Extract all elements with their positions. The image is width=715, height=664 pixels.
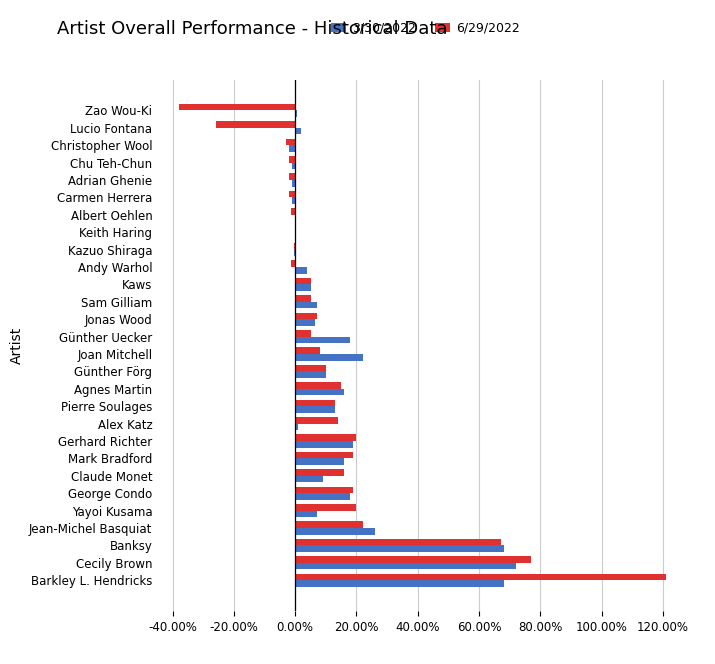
Bar <box>179 104 295 110</box>
Bar <box>295 493 350 500</box>
Bar <box>295 295 310 302</box>
Bar <box>294 243 295 250</box>
Bar <box>295 110 297 117</box>
Bar <box>292 163 295 169</box>
Bar <box>289 191 295 197</box>
Bar <box>295 302 317 308</box>
Bar <box>295 400 335 406</box>
Bar <box>294 250 295 256</box>
Bar <box>295 232 296 239</box>
Bar <box>295 452 353 458</box>
Bar <box>289 145 295 152</box>
Bar <box>290 208 295 215</box>
Bar <box>289 156 295 163</box>
Bar <box>295 330 310 337</box>
Bar <box>295 278 310 284</box>
Bar <box>289 173 295 180</box>
Bar <box>292 197 295 204</box>
Y-axis label: Artist: Artist <box>9 327 24 364</box>
Text: Artist Overall Performance - Historical Data: Artist Overall Performance - Historical … <box>57 20 448 38</box>
Bar <box>295 354 363 361</box>
Bar <box>295 128 301 134</box>
Bar <box>295 382 341 388</box>
Bar <box>295 562 516 569</box>
Bar <box>286 139 295 145</box>
Bar <box>295 539 500 545</box>
Bar <box>295 580 503 587</box>
Bar <box>295 267 307 274</box>
Bar <box>295 487 353 493</box>
Bar <box>295 313 317 319</box>
Bar <box>295 521 363 528</box>
Bar <box>295 556 531 562</box>
Bar <box>292 180 295 187</box>
Bar <box>295 511 317 517</box>
Bar <box>295 406 335 413</box>
Bar <box>295 284 310 291</box>
Bar <box>295 365 326 371</box>
Bar <box>290 260 295 267</box>
Bar <box>295 371 326 378</box>
Bar <box>295 458 344 465</box>
Bar <box>295 319 315 326</box>
Bar <box>295 434 357 441</box>
Legend: 3/30/2022, 6/29/2022: 3/30/2022, 6/29/2022 <box>326 17 525 40</box>
Bar <box>295 545 503 552</box>
Bar <box>295 475 322 482</box>
Bar <box>295 528 375 535</box>
Bar <box>295 347 320 354</box>
Bar <box>295 441 353 448</box>
Bar <box>295 424 298 430</box>
Bar <box>215 122 295 128</box>
Bar <box>295 417 338 424</box>
Bar <box>295 388 344 395</box>
Bar <box>295 574 666 580</box>
Bar <box>295 504 357 511</box>
Bar <box>295 469 344 475</box>
Bar <box>295 337 350 343</box>
